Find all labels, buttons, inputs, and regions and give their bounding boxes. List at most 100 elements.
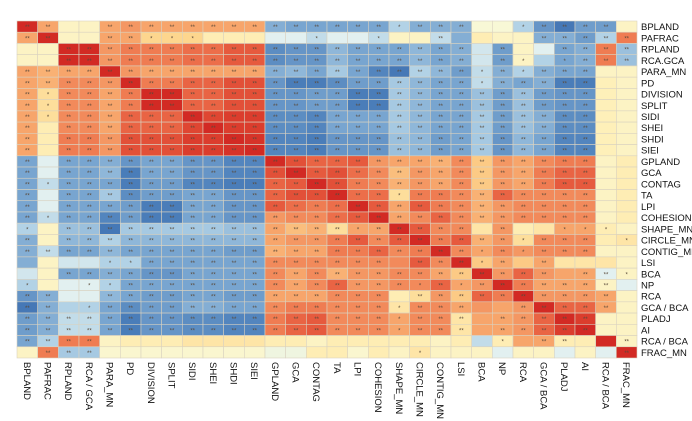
significance-marker: ** bbox=[376, 328, 381, 334]
significance-marker: ** bbox=[25, 328, 30, 334]
significance-marker: ** bbox=[542, 317, 547, 323]
heatmap-cell bbox=[616, 88, 638, 100]
significance-marker: ** bbox=[108, 104, 113, 110]
significance-marker: ** bbox=[252, 328, 257, 334]
significance-marker: ** bbox=[87, 70, 92, 76]
significance-marker: ** bbox=[438, 295, 443, 301]
significance-marker: ** bbox=[438, 126, 443, 132]
significance-marker: ** bbox=[376, 261, 381, 267]
significance-marker: ** bbox=[211, 295, 216, 301]
significance-marker: ** bbox=[480, 137, 485, 143]
significance-marker: ** bbox=[500, 70, 505, 76]
significance-marker: ** bbox=[273, 137, 278, 143]
row-label: NP bbox=[641, 280, 654, 291]
significance-marker: ** bbox=[252, 272, 257, 278]
significance-marker: ** bbox=[190, 306, 195, 312]
significance-marker: * bbox=[47, 93, 50, 99]
significance-marker: ** bbox=[500, 227, 505, 233]
significance-marker: ** bbox=[335, 59, 340, 65]
significance-marker: ** bbox=[335, 328, 340, 334]
significance-marker: ** bbox=[232, 93, 237, 99]
significance-marker: ** bbox=[604, 36, 609, 42]
heatmap-cell bbox=[616, 99, 638, 112]
significance-marker: ** bbox=[128, 137, 133, 143]
heatmap-cell bbox=[37, 144, 59, 157]
significance-marker: ** bbox=[459, 182, 464, 188]
significance-marker: ** bbox=[314, 149, 319, 155]
significance-marker: ** bbox=[273, 93, 278, 99]
significance-marker: ** bbox=[500, 239, 505, 245]
heatmap-cell bbox=[595, 346, 617, 359]
significance-marker: ** bbox=[108, 137, 113, 143]
significance-marker: ** bbox=[418, 160, 423, 166]
significance-marker: ** bbox=[314, 205, 319, 211]
heatmap-cell bbox=[202, 346, 224, 359]
significance-marker: ** bbox=[356, 328, 361, 334]
significance-marker: ** bbox=[376, 182, 381, 188]
significance-marker: ** bbox=[273, 104, 278, 110]
significance-marker: ** bbox=[418, 295, 423, 301]
significance-marker: ** bbox=[66, 250, 71, 256]
significance-marker: * bbox=[315, 36, 318, 42]
column-label: SIDI bbox=[186, 362, 197, 380]
significance-marker: ** bbox=[376, 205, 381, 211]
significance-marker: ** bbox=[25, 250, 30, 256]
heatmap-cell bbox=[264, 31, 286, 44]
significance-marker: ** bbox=[500, 272, 505, 278]
significance-marker: ** bbox=[480, 272, 485, 278]
significance-marker: ** bbox=[604, 283, 609, 289]
row-label: GCA / BCA bbox=[641, 303, 689, 314]
significance-marker: ** bbox=[87, 149, 92, 155]
column-label: CONTAG bbox=[310, 362, 321, 402]
significance-marker: ** bbox=[397, 59, 402, 65]
significance-marker: ** bbox=[397, 70, 402, 76]
significance-marker: ** bbox=[438, 160, 443, 166]
significance-marker: * bbox=[88, 306, 91, 312]
significance-marker: ** bbox=[66, 216, 71, 222]
column-label: SPLIT bbox=[166, 362, 177, 389]
heatmap-cell bbox=[430, 335, 452, 348]
significance-marker: ** bbox=[25, 340, 30, 346]
significance-marker: ** bbox=[459, 272, 464, 278]
significance-marker: ** bbox=[66, 59, 71, 65]
heatmap-cell bbox=[388, 31, 410, 44]
significance-marker: ** bbox=[521, 126, 526, 132]
significance-marker: ** bbox=[335, 239, 340, 245]
significance-marker: * bbox=[47, 182, 50, 188]
significance-marker: ** bbox=[562, 25, 567, 31]
significance-marker: ** bbox=[335, 250, 340, 256]
significance-marker: ** bbox=[190, 115, 195, 121]
significance-marker: ** bbox=[149, 104, 154, 110]
significance-marker: ** bbox=[66, 351, 71, 357]
significance-marker: ** bbox=[583, 216, 588, 222]
significance-marker: ** bbox=[190, 171, 195, 177]
significance-marker: ** bbox=[294, 216, 299, 222]
significance-marker: ** bbox=[294, 182, 299, 188]
significance-marker: ** bbox=[418, 93, 423, 99]
significance-marker: ** bbox=[397, 137, 402, 143]
heatmap-cell bbox=[492, 346, 514, 359]
heatmap-cell bbox=[492, 31, 514, 44]
significance-marker: ** bbox=[314, 126, 319, 132]
row-label: CONTIG_MN bbox=[641, 247, 692, 258]
significance-marker: ** bbox=[294, 93, 299, 99]
significance-marker: ** bbox=[190, 48, 195, 54]
heatmap-cell bbox=[37, 121, 59, 134]
heatmap-cell bbox=[616, 211, 638, 224]
significance-marker: ** bbox=[66, 205, 71, 211]
heatmap-cell bbox=[347, 335, 369, 348]
heatmap-cell bbox=[595, 335, 617, 348]
significance-marker: ** bbox=[604, 59, 609, 65]
significance-marker: ** bbox=[108, 81, 113, 87]
column-label: GPLAND bbox=[269, 362, 280, 401]
row-label: RCA.GCA bbox=[641, 56, 685, 67]
significance-marker: ** bbox=[562, 149, 567, 155]
significance-marker: ** bbox=[500, 137, 505, 143]
significance-marker: ** bbox=[149, 48, 154, 54]
heatmap-cell bbox=[471, 31, 493, 44]
significance-marker: ** bbox=[418, 205, 423, 211]
significance-marker: ** bbox=[190, 25, 195, 31]
significance-marker: ** bbox=[521, 272, 526, 278]
significance-marker: ** bbox=[46, 306, 51, 312]
heatmap-cell bbox=[616, 200, 638, 213]
